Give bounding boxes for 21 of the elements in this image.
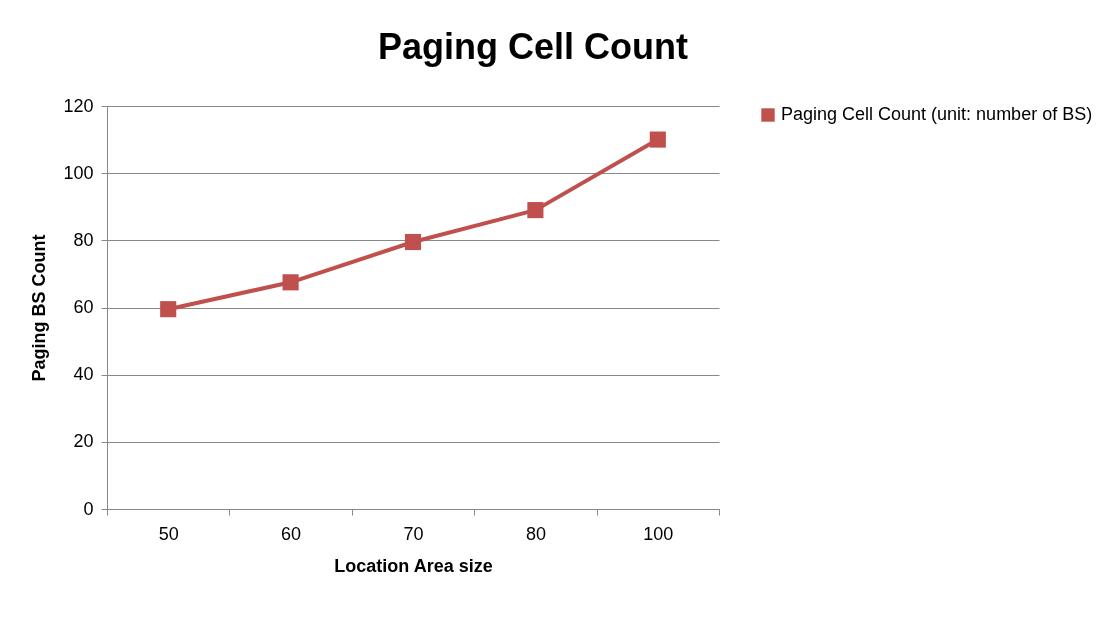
y-tick-label: 0 — [83, 498, 94, 519]
x-axis-title: Location Area size — [334, 555, 493, 576]
point — [160, 301, 177, 318]
y-tick-label: 40 — [73, 364, 94, 385]
y-tick-label: 120 — [63, 95, 94, 116]
x-tick-label: 80 — [525, 523, 546, 544]
x-tick-label: 100 — [643, 523, 674, 544]
x-tick-label: 50 — [158, 523, 179, 544]
point — [282, 274, 299, 291]
x-tick-label: 70 — [403, 523, 424, 544]
y-axis-title: Paging BS Count — [29, 234, 50, 382]
point — [527, 202, 544, 219]
y-tick-label: 80 — [73, 229, 94, 250]
point — [404, 233, 422, 251]
x-tick-label: 60 — [281, 523, 302, 544]
legend-label: Paging Cell Count (unit: number of BS) — [781, 104, 1093, 124]
point — [649, 131, 666, 148]
chart-title: Paging Cell Count — [378, 26, 688, 67]
y-tick-label: 20 — [73, 431, 94, 452]
y-tick-label: 100 — [63, 162, 94, 183]
y-tick-label: 60 — [73, 297, 94, 317]
